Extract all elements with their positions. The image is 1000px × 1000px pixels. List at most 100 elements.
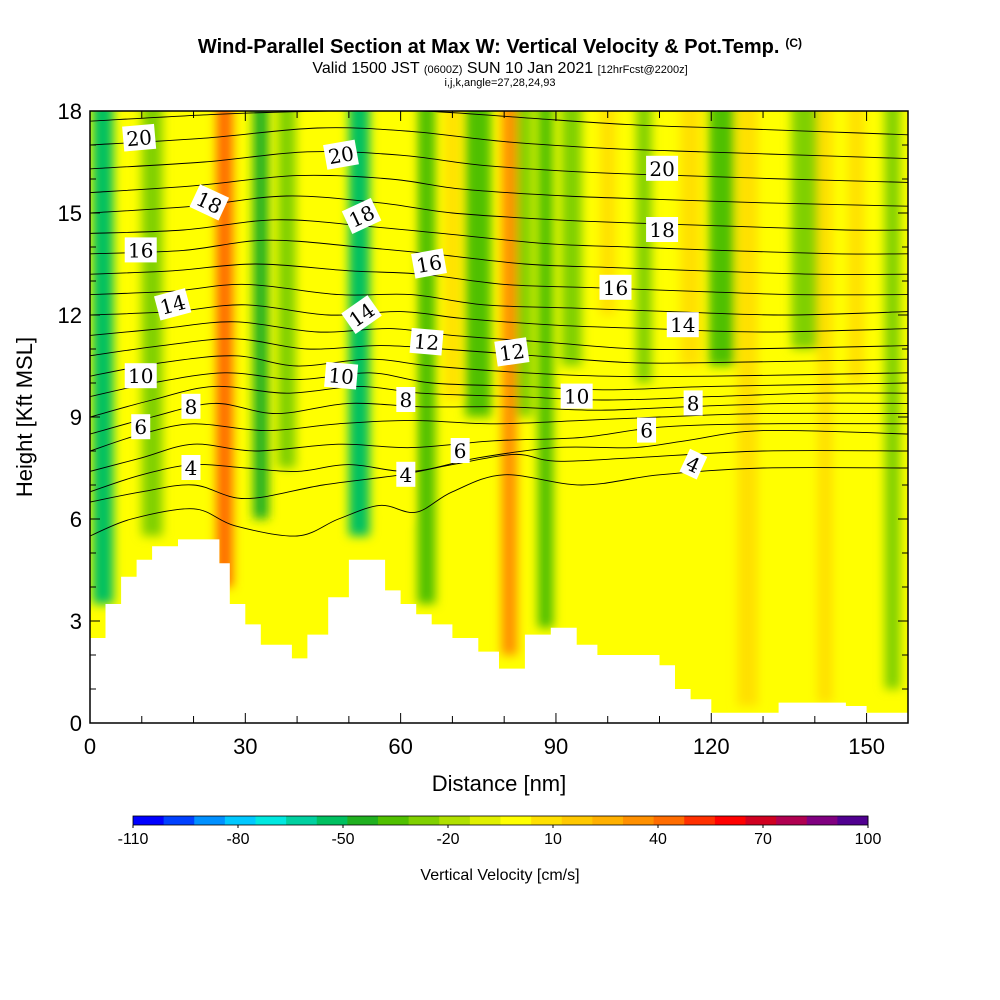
velocity-band	[537, 111, 554, 628]
theta-contour-14	[90, 283, 908, 316]
contour-label-text: 8	[687, 391, 700, 415]
contour-label-22: 14	[666, 312, 699, 338]
y-tick-label: 18	[58, 99, 82, 124]
velocity-band	[417, 111, 436, 604]
theta-contour-11	[90, 338, 908, 364]
colorbar-swatch	[194, 816, 226, 825]
contour-label-box	[324, 361, 359, 390]
velocity-band	[817, 111, 833, 703]
theta-contour-15	[90, 263, 908, 296]
theta-contour-9	[90, 372, 908, 398]
contour-label-6: 6	[131, 414, 151, 440]
contour-label-19: 20	[646, 155, 679, 181]
colorbar-swatch	[745, 816, 777, 825]
colorbar-swatch	[316, 816, 348, 825]
chart-title-text: Wind-Parallel Section at Max W: Vertical…	[197, 36, 780, 58]
valid-time: Valid 1500 JST	[312, 60, 420, 77]
x-tick-label: 120	[693, 734, 730, 759]
velocity-band	[848, 111, 864, 383]
contour-label-text: 18	[649, 218, 674, 242]
colorbar-title: Vertical Velocity [cm/s]	[420, 867, 579, 884]
velocity-band	[501, 111, 518, 655]
colorbar-swatch	[347, 816, 379, 825]
theta-contour-6	[90, 412, 908, 452]
velocity-band	[884, 111, 901, 689]
axes: 0 30 60 90 120 150 0 3 6 9 12 15 18	[58, 99, 908, 759]
theta-contour-17	[90, 219, 908, 255]
colorbar-swatch	[623, 816, 655, 825]
contour-label-24: 6	[637, 417, 657, 443]
colorbar-swatch	[684, 816, 716, 825]
forecast-info: [12hrFcst@2200z]	[597, 64, 688, 76]
colorbar-swatch	[378, 816, 410, 825]
x-tick-label: 0	[84, 734, 96, 759]
chart-subtitle: Valid 1500 JST (0600Z) SUN 10 Jan 2021 […	[0, 60, 1000, 78]
y-tick-label: 15	[58, 201, 82, 226]
theta-contour-10	[90, 355, 908, 378]
contour-label-text: 20	[649, 157, 674, 181]
contour-label-box	[341, 197, 382, 235]
contour-label-text: 6	[640, 419, 653, 443]
contour-label-box	[411, 248, 447, 279]
contour-label-21: 16	[599, 274, 632, 300]
contour-label-14: 8	[396, 387, 416, 412]
contour-label-text: 4	[399, 463, 412, 487]
contour-label-text: 14	[670, 313, 695, 337]
contour-label-5: 8	[181, 393, 201, 419]
contour-label-4: 10	[124, 363, 157, 389]
x-axis-label: Distance [nm]	[432, 771, 567, 796]
contour-label-13: 12	[409, 327, 444, 356]
theta-contour-13	[90, 304, 908, 333]
velocity-band	[561, 111, 582, 366]
velocity-band	[92, 111, 114, 604]
contour-label-box	[599, 274, 632, 300]
contour-label-18: 10	[560, 383, 593, 409]
contour-label-text: 10	[128, 364, 153, 388]
contour-label-text: 20	[125, 125, 152, 151]
y-tick-label: 0	[70, 711, 82, 736]
contour-label-box	[341, 295, 382, 335]
colorbar-swatch	[592, 816, 624, 825]
chart-title: Wind-Parallel Section at Max W: Vertical…	[0, 36, 1000, 59]
contour-label-box	[637, 417, 657, 443]
theta-contour-20	[90, 151, 908, 183]
colorbar-swatch	[531, 816, 563, 825]
colorbar: -110 -80 -50 -20 10 40 70 100	[118, 815, 881, 848]
x-tick-label: 60	[388, 734, 412, 759]
contour-label-text: 4	[185, 456, 198, 480]
colorbar-swatch	[561, 816, 593, 825]
x-tick-label: 90	[544, 734, 568, 759]
contour-label-text: 8	[185, 395, 198, 419]
y-tick-label: 9	[70, 405, 82, 430]
contour-label-box	[396, 461, 416, 487]
colorbar-swatch	[837, 816, 869, 825]
theta-contour-5	[90, 423, 908, 472]
contour-label-0: 20	[122, 123, 157, 152]
contour-label-box	[323, 139, 359, 170]
velocity-band	[465, 111, 492, 417]
colorbar-frame	[132, 815, 869, 826]
colorbar-swatch	[469, 816, 501, 825]
velocity-band	[737, 111, 758, 706]
theta-contour-7	[90, 402, 908, 435]
contour-label-box	[683, 390, 703, 416]
contour-label-box	[131, 414, 151, 440]
y-tick-label: 12	[58, 303, 82, 328]
contour-label-23: 8	[683, 390, 703, 416]
y-tick-label: 6	[70, 507, 82, 532]
contour-label-box	[181, 455, 201, 480]
theta-contour-8	[90, 385, 908, 418]
colorbar-tick-label: -110	[118, 831, 149, 848]
velocity-band	[310, 111, 326, 451]
colorbar-swatch	[255, 816, 287, 825]
contour-label-text: 20	[326, 141, 355, 169]
contour-label-8: 20	[323, 139, 359, 170]
valid-date: SUN 10 Jan 2021	[466, 60, 594, 77]
colorbar-swatch	[163, 816, 195, 825]
theta-contour-22	[90, 111, 908, 136]
contour-label-box	[560, 383, 593, 409]
contour-label-box	[666, 312, 699, 338]
terrain	[90, 539, 908, 723]
x-tick-label: 150	[848, 734, 885, 759]
contour-label-box	[450, 438, 470, 463]
